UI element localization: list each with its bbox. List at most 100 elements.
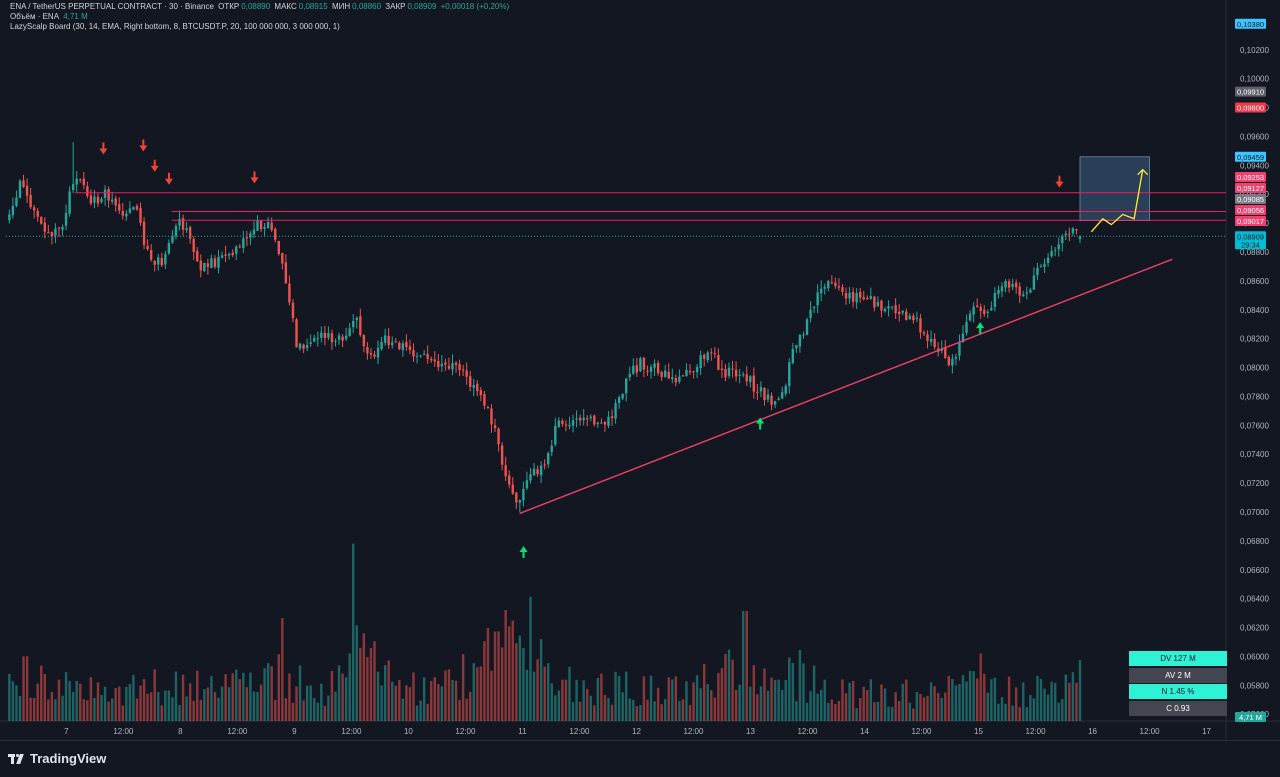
candle-body bbox=[975, 305, 979, 308]
volume-bar bbox=[1022, 682, 1025, 721]
candle-body bbox=[1061, 236, 1064, 244]
stat-av: AV 2 M bbox=[1129, 667, 1227, 683]
candle-body bbox=[479, 390, 483, 396]
candle-body bbox=[504, 465, 507, 477]
price-tag-text: 0,09459 bbox=[1237, 153, 1264, 162]
candle-body bbox=[699, 355, 702, 369]
candle-body bbox=[71, 184, 75, 191]
price-chart[interactable]: 0,10200 0,10000 0,09800 0,09600 0,09400 0,092… bbox=[0, 0, 1280, 740]
volume-bar bbox=[518, 635, 522, 721]
legend-volume-row: Объём · ENA 4,71 M bbox=[10, 12, 511, 22]
price-tag-text: 0,10380 bbox=[1237, 20, 1264, 29]
candle-body bbox=[912, 315, 915, 321]
candle-body bbox=[157, 257, 160, 265]
target-box bbox=[1079, 156, 1150, 221]
candle-body bbox=[15, 197, 18, 207]
volume-bar bbox=[401, 698, 405, 721]
volume-bar bbox=[398, 679, 401, 721]
candle-body bbox=[894, 305, 897, 314]
volume-bar bbox=[139, 685, 142, 721]
volume-bar bbox=[912, 708, 915, 721]
candle-body bbox=[121, 211, 124, 216]
price-tag bbox=[1235, 231, 1266, 250]
level-price-tag-text: 0,09253 bbox=[1237, 173, 1264, 182]
y-tick-label: 0,07000 bbox=[1240, 508, 1269, 517]
x-tick-label: 13 bbox=[746, 727, 755, 736]
candle-body bbox=[263, 227, 266, 230]
volume-bar bbox=[440, 686, 444, 721]
candle-body bbox=[777, 398, 780, 400]
candle-body bbox=[919, 318, 922, 333]
candle-body bbox=[337, 335, 341, 340]
candle-body bbox=[327, 333, 330, 338]
candle-body bbox=[181, 218, 185, 230]
candle-body bbox=[118, 204, 121, 211]
volume-tag bbox=[1235, 712, 1266, 722]
volume-bar bbox=[947, 675, 951, 721]
candle-body bbox=[561, 420, 564, 425]
candle-body bbox=[288, 283, 291, 303]
x-tick-label: 14 bbox=[860, 727, 869, 736]
candle-body bbox=[1014, 282, 1018, 288]
candle-body bbox=[1039, 266, 1043, 268]
candle-body bbox=[394, 341, 397, 343]
candle-body bbox=[692, 371, 695, 373]
volume-bar bbox=[809, 691, 812, 721]
candle-body bbox=[703, 354, 706, 359]
candle-body bbox=[383, 335, 387, 343]
candle-body bbox=[660, 371, 663, 377]
legend-volume-label[interactable]: Объём · ENA bbox=[10, 12, 60, 21]
candle-body bbox=[1007, 281, 1011, 288]
candle-body bbox=[185, 228, 188, 231]
volume-bar bbox=[855, 708, 858, 721]
candle-body bbox=[451, 362, 454, 370]
volume-bar bbox=[174, 671, 178, 721]
legend-indicator[interactable]: LazyScalp Board (30, 14, EMA, Right bott… bbox=[10, 22, 340, 31]
volume-bar bbox=[295, 686, 298, 721]
volume-bar bbox=[461, 654, 465, 721]
candle-body bbox=[43, 222, 47, 232]
volume-bar bbox=[50, 691, 54, 721]
x-tick-label: 12:00 bbox=[911, 727, 932, 736]
candle-body bbox=[890, 306, 894, 308]
volume-bar bbox=[770, 677, 773, 721]
candle-body bbox=[515, 492, 518, 503]
volume-bar bbox=[525, 669, 529, 721]
volume-bar bbox=[54, 699, 57, 721]
candle-body bbox=[174, 226, 178, 236]
volume-bar bbox=[965, 681, 968, 721]
candle-body bbox=[1032, 275, 1036, 290]
tradingview-logo[interactable]: TradingView bbox=[8, 751, 106, 766]
volume-bar bbox=[320, 683, 323, 721]
level-price-tag-text: 0,09127 bbox=[1237, 184, 1264, 193]
legend-low: 0,08860 bbox=[352, 2, 382, 11]
candle-body bbox=[972, 306, 975, 315]
volume-bar bbox=[536, 659, 539, 721]
candle-body bbox=[568, 424, 571, 427]
volume-group bbox=[8, 543, 1082, 721]
candle-body bbox=[178, 218, 181, 226]
volume-bar bbox=[1046, 694, 1050, 721]
candle-body bbox=[798, 334, 802, 347]
volume-bar bbox=[206, 687, 210, 721]
x-tick-label: 12:00 bbox=[341, 727, 362, 736]
candle-body bbox=[773, 401, 777, 405]
legend-symbol[interactable]: ENA / TetherUS PERPETUAL CONTRACT · 30 ·… bbox=[10, 2, 214, 11]
legend-close: 0,08909 bbox=[407, 2, 437, 11]
price-tag bbox=[1235, 86, 1266, 97]
candle-body bbox=[476, 383, 479, 392]
volume-bar bbox=[773, 680, 777, 721]
candle-body bbox=[298, 343, 302, 349]
candle-body bbox=[277, 240, 280, 255]
volume-bar bbox=[586, 688, 589, 721]
candle-body bbox=[188, 227, 192, 239]
volume-bar bbox=[890, 706, 894, 721]
candle-body bbox=[224, 254, 227, 256]
projection-arrowhead bbox=[1137, 168, 1149, 176]
candle-body bbox=[929, 338, 933, 342]
sell-arrow-icon bbox=[1055, 175, 1064, 188]
candle-body bbox=[1078, 236, 1082, 239]
candle-body bbox=[249, 233, 252, 238]
candle-body bbox=[830, 282, 834, 284]
x-tick-label: 12:00 bbox=[1026, 727, 1047, 736]
